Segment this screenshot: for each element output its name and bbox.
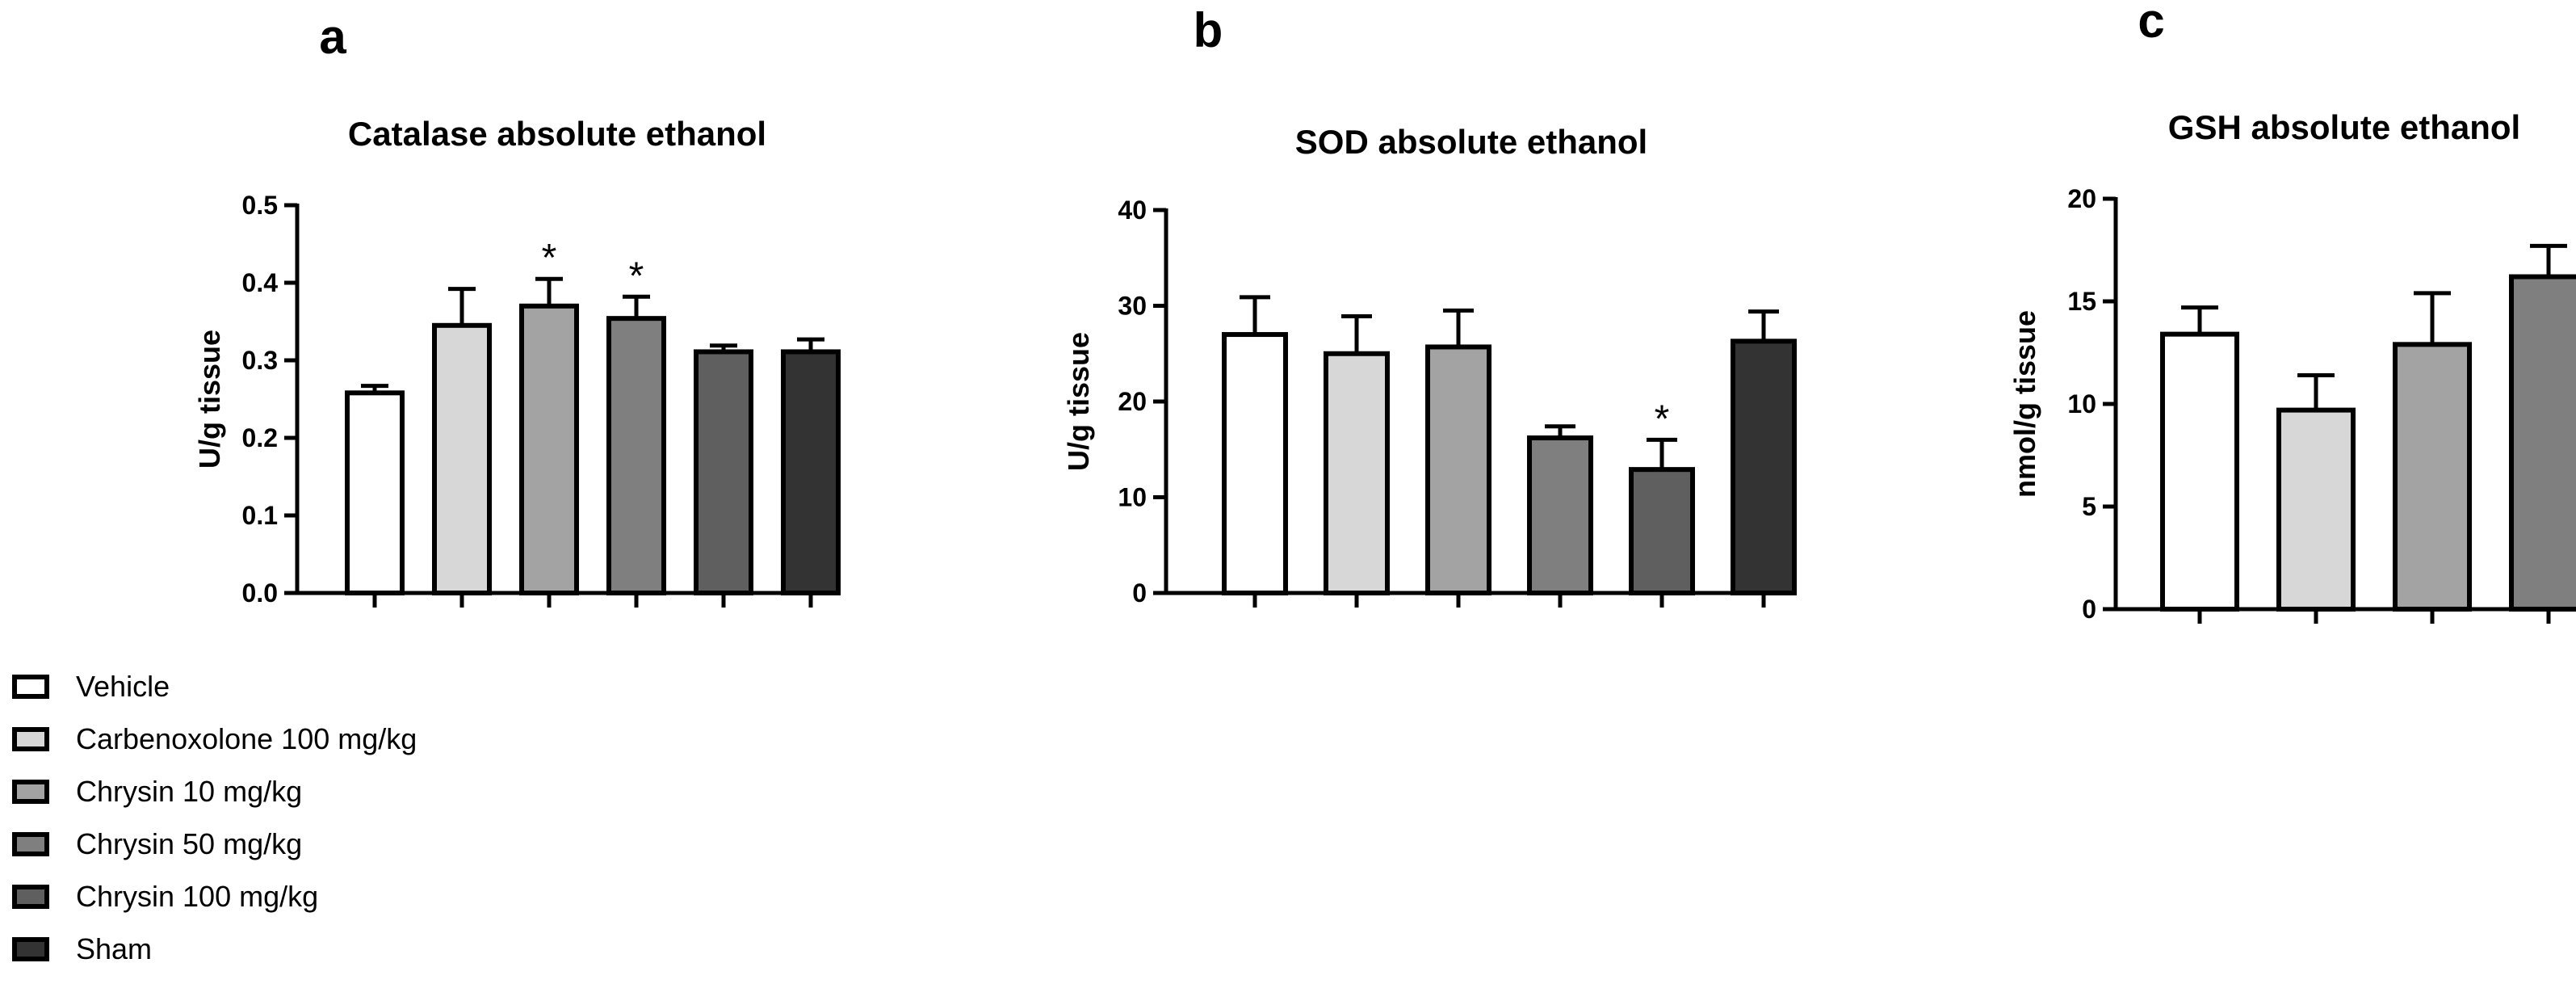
y-tick-label: 10 bbox=[2067, 389, 2096, 418]
legend-label: Vehicle bbox=[76, 670, 170, 703]
y-tick-label: 0.1 bbox=[242, 501, 278, 530]
chart-panel-a: a Catalase absolute ethanol U/g tissue 0.0 0… bbox=[193, 10, 841, 608]
y-tick-label: 0.5 bbox=[242, 191, 278, 220]
y-tick-label: 20 bbox=[2067, 184, 2096, 213]
y-tick-label: 40 bbox=[1118, 196, 1147, 225]
legend-item: Carbenoxolone 100 mg/kg bbox=[12, 722, 417, 755]
bar bbox=[1222, 332, 1288, 595]
y-axis-label: U/g tissue bbox=[193, 330, 226, 469]
panel-letter: c bbox=[2138, 0, 2164, 48]
bar bbox=[1731, 339, 1797, 595]
chart-panel-b: b SOD absolute ethanol U/g tissue 0 10 20 30 40… bbox=[1062, 3, 1797, 608]
y-tick-label: 0 bbox=[2082, 595, 2096, 624]
y-axis-label: nmol/g tissue bbox=[2008, 310, 2041, 498]
legend-swatch bbox=[12, 885, 49, 909]
legend-item: Chrysin 50 mg/kg bbox=[12, 827, 302, 860]
legend-swatch bbox=[12, 727, 49, 751]
chart-title: SOD absolute ethanol bbox=[1295, 123, 1647, 161]
chart-title: Catalase absolute ethanol bbox=[348, 115, 766, 153]
chart-panel-c: c GSH absolute ethanol nmol/g tissue 0 5 10 15… bbox=[2008, 0, 2576, 624]
y-tick-label: 0.2 bbox=[242, 423, 278, 452]
bar bbox=[2393, 342, 2472, 612]
legend-swatch bbox=[12, 832, 49, 856]
bar bbox=[345, 390, 405, 595]
y-tick-label: 20 bbox=[1118, 387, 1147, 416]
legend-label: Sham bbox=[76, 932, 152, 965]
significance-marker: * bbox=[629, 254, 644, 297]
bar bbox=[2509, 274, 2576, 612]
bar bbox=[432, 322, 492, 595]
significance-marker: * bbox=[1655, 397, 1670, 440]
bar bbox=[781, 349, 841, 595]
bar bbox=[2160, 331, 2239, 612]
bar bbox=[1527, 435, 1593, 596]
y-tick-label: 0.3 bbox=[242, 346, 278, 375]
bar bbox=[1324, 351, 1390, 595]
legend-item: Chrysin 10 mg/kg bbox=[12, 775, 302, 808]
panel-letter: a bbox=[319, 10, 346, 64]
bar bbox=[519, 303, 579, 595]
charts: a Catalase absolute ethanol U/g tissue 0.0 0… bbox=[193, 0, 2576, 624]
legend-label: Carbenoxolone 100 mg/kg bbox=[76, 722, 417, 755]
legend-swatch bbox=[12, 937, 49, 961]
legend-label: Chrysin 10 mg/kg bbox=[76, 775, 302, 808]
y-tick-label: 10 bbox=[1118, 483, 1147, 512]
legend: Vehicle Carbenoxolone 100 mg/kg Chrysin 10… bbox=[12, 670, 417, 965]
legend-label: Chrysin 100 mg/kg bbox=[76, 880, 318, 913]
bar bbox=[2276, 407, 2356, 612]
y-tick-label: 0.4 bbox=[242, 268, 279, 297]
legend-swatch bbox=[12, 675, 49, 699]
significance-marker: * bbox=[542, 237, 557, 280]
chart-title: GSH absolute ethanol bbox=[2168, 108, 2520, 146]
legend-item: Chrysin 100 mg/kg bbox=[12, 880, 318, 913]
y-tick-label: 30 bbox=[1118, 292, 1147, 321]
legend-label: Chrysin 50 mg/kg bbox=[76, 827, 302, 860]
panel-letter: b bbox=[1194, 3, 1223, 57]
bar bbox=[606, 316, 666, 595]
legend-swatch bbox=[12, 780, 49, 804]
bar bbox=[694, 349, 753, 595]
y-axis-label: U/g tissue bbox=[1062, 332, 1095, 471]
y-tick-label: 5 bbox=[2082, 492, 2096, 521]
y-tick-label: 0.0 bbox=[242, 578, 278, 608]
legend-item: Sham bbox=[12, 932, 152, 965]
y-tick-label: 0 bbox=[1132, 578, 1147, 608]
y-tick-label: 15 bbox=[2067, 287, 2096, 316]
bar bbox=[1629, 467, 1695, 596]
legend-item: Vehicle bbox=[12, 670, 170, 703]
bar bbox=[1425, 344, 1491, 595]
